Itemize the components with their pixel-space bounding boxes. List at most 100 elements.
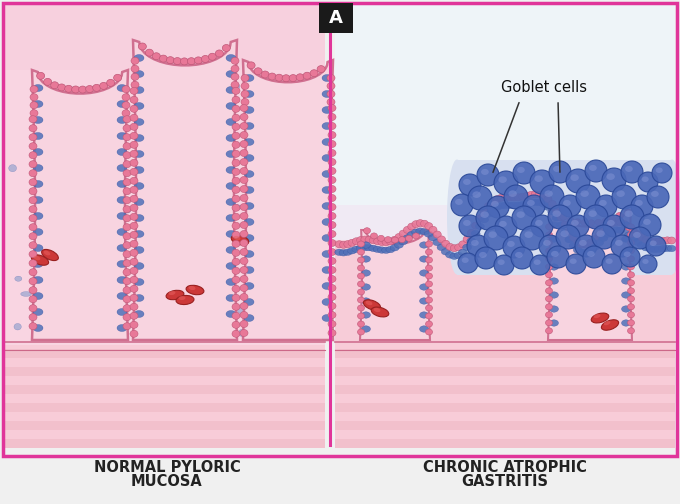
Ellipse shape: [322, 139, 332, 146]
Ellipse shape: [488, 207, 497, 213]
Ellipse shape: [622, 306, 630, 312]
Ellipse shape: [358, 249, 364, 255]
Ellipse shape: [327, 75, 335, 82]
Ellipse shape: [553, 207, 560, 213]
Ellipse shape: [339, 241, 347, 248]
Ellipse shape: [426, 249, 432, 255]
Ellipse shape: [358, 241, 364, 247]
Ellipse shape: [117, 180, 127, 187]
Ellipse shape: [131, 66, 139, 72]
Ellipse shape: [322, 75, 332, 82]
Ellipse shape: [651, 238, 658, 245]
Ellipse shape: [425, 223, 432, 229]
Ellipse shape: [226, 135, 236, 142]
Ellipse shape: [356, 236, 364, 243]
Ellipse shape: [173, 57, 182, 65]
Ellipse shape: [607, 259, 616, 263]
Text: GASTRITIS: GASTRITIS: [462, 474, 549, 489]
Ellipse shape: [322, 203, 332, 210]
Ellipse shape: [240, 104, 248, 111]
Bar: [5, 412, 325, 421]
Ellipse shape: [328, 239, 336, 246]
Ellipse shape: [232, 222, 240, 229]
Ellipse shape: [240, 239, 248, 246]
Ellipse shape: [328, 204, 336, 211]
Ellipse shape: [553, 166, 561, 172]
Ellipse shape: [322, 234, 332, 241]
Ellipse shape: [356, 245, 365, 251]
Ellipse shape: [530, 255, 550, 275]
Ellipse shape: [459, 174, 481, 196]
Ellipse shape: [117, 116, 127, 123]
Ellipse shape: [467, 235, 489, 257]
Ellipse shape: [134, 246, 144, 254]
Ellipse shape: [382, 239, 390, 246]
Ellipse shape: [493, 196, 501, 203]
Ellipse shape: [328, 258, 336, 265]
Ellipse shape: [503, 236, 525, 258]
Ellipse shape: [612, 218, 620, 225]
Ellipse shape: [52, 327, 61, 332]
Ellipse shape: [240, 195, 248, 202]
Ellipse shape: [426, 273, 432, 279]
Ellipse shape: [29, 323, 37, 330]
Ellipse shape: [513, 202, 523, 209]
Ellipse shape: [628, 264, 634, 270]
Ellipse shape: [232, 177, 240, 184]
Bar: [5, 403, 325, 412]
Ellipse shape: [362, 312, 371, 318]
Ellipse shape: [328, 221, 336, 228]
Ellipse shape: [540, 185, 564, 209]
Ellipse shape: [545, 232, 552, 238]
Ellipse shape: [501, 194, 509, 201]
Ellipse shape: [117, 100, 127, 107]
Bar: [3, 3, 677, 456]
Ellipse shape: [583, 246, 605, 268]
Ellipse shape: [378, 238, 386, 245]
Bar: [335, 421, 675, 430]
Ellipse shape: [226, 182, 236, 190]
Ellipse shape: [582, 249, 591, 256]
Ellipse shape: [567, 217, 574, 223]
Ellipse shape: [30, 110, 38, 117]
Ellipse shape: [231, 235, 249, 245]
Ellipse shape: [616, 213, 623, 219]
Ellipse shape: [86, 86, 94, 93]
Ellipse shape: [240, 267, 248, 274]
Ellipse shape: [231, 57, 239, 65]
Ellipse shape: [407, 231, 416, 238]
Ellipse shape: [359, 261, 370, 265]
Ellipse shape: [598, 268, 608, 274]
Ellipse shape: [130, 213, 138, 220]
Ellipse shape: [524, 231, 533, 238]
Ellipse shape: [549, 236, 558, 242]
Ellipse shape: [14, 324, 21, 330]
Ellipse shape: [254, 68, 262, 75]
Ellipse shape: [362, 242, 371, 248]
Ellipse shape: [545, 296, 552, 302]
Ellipse shape: [226, 71, 236, 78]
Ellipse shape: [494, 171, 518, 195]
Ellipse shape: [134, 294, 144, 301]
Ellipse shape: [467, 238, 476, 244]
Ellipse shape: [426, 265, 432, 271]
Ellipse shape: [475, 290, 486, 294]
Bar: [335, 394, 675, 403]
Ellipse shape: [130, 123, 138, 131]
Ellipse shape: [322, 106, 332, 113]
Ellipse shape: [426, 305, 432, 311]
Ellipse shape: [663, 237, 671, 244]
Ellipse shape: [130, 285, 138, 292]
Ellipse shape: [630, 261, 640, 265]
Ellipse shape: [602, 254, 622, 274]
Ellipse shape: [179, 296, 186, 300]
Ellipse shape: [497, 195, 505, 201]
Ellipse shape: [208, 53, 216, 60]
Ellipse shape: [545, 304, 552, 310]
Ellipse shape: [479, 332, 488, 338]
Ellipse shape: [363, 300, 381, 310]
Ellipse shape: [545, 312, 552, 318]
Ellipse shape: [420, 220, 428, 227]
Ellipse shape: [398, 236, 405, 242]
Ellipse shape: [476, 206, 500, 230]
